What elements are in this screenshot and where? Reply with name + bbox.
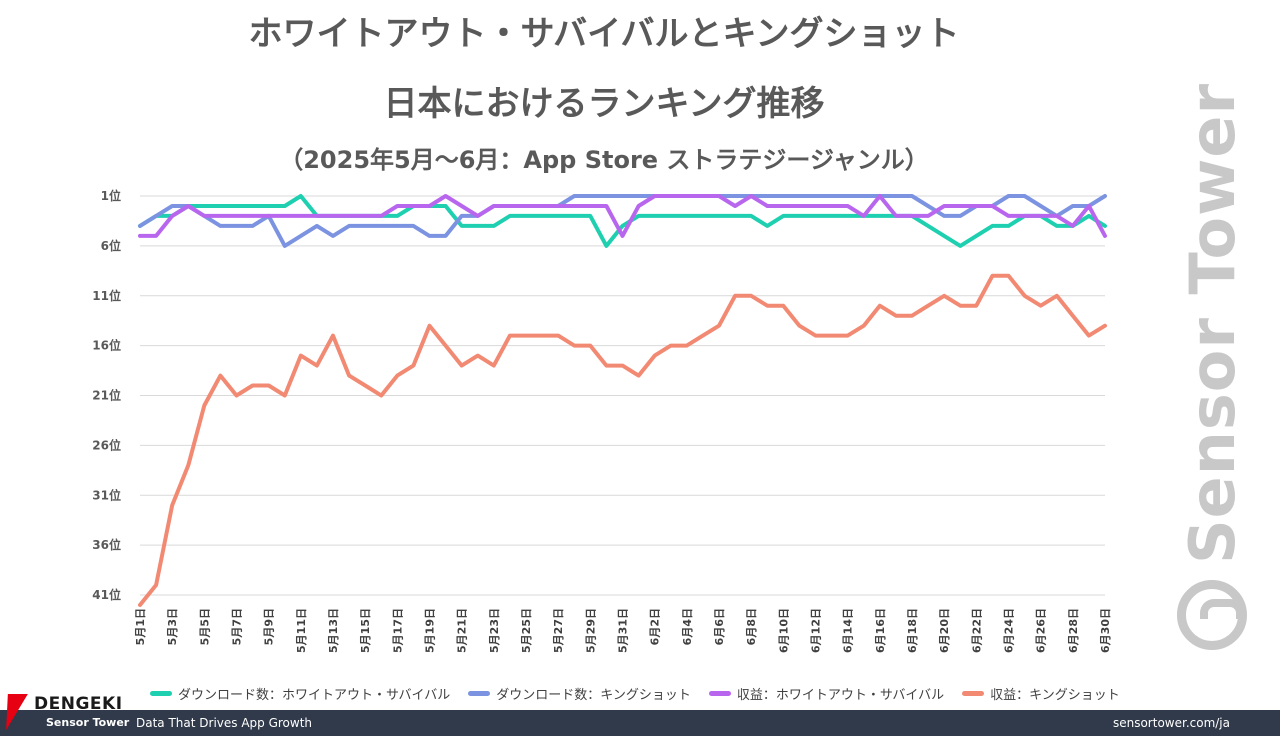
x-tick-label: 6月2日 xyxy=(649,608,662,645)
legend-label: ダウンロード数：キングショット xyxy=(496,688,691,703)
y-tick-label: 11位 xyxy=(92,288,121,303)
legend-swatch xyxy=(150,691,172,696)
x-tick-label: 5月27日 xyxy=(552,608,565,653)
series-line-1 xyxy=(138,194,1107,248)
x-tick-label: 6月30日 xyxy=(1099,608,1112,653)
x-tick-label: 5月15日 xyxy=(359,608,372,653)
x-axis-tick-labels: 5月1日 5月3日 5月5日 5月7日 5月9日 5月11日 5月13日 5月15日 5月17日… xyxy=(134,608,1112,653)
series-line-4 xyxy=(138,273,1107,607)
chart-title-line2: 日本におけるランキング推移 xyxy=(383,84,825,124)
chart-subtitle: （2025年5月〜6月：App Store ストラテジージャンル） xyxy=(279,146,929,174)
x-tick-label: 6月24日 xyxy=(1003,608,1016,653)
legend-item-4: 収益：キングショット xyxy=(962,684,1120,703)
legend-swatch xyxy=(468,691,491,696)
sensor-tower-logo-icon xyxy=(1177,580,1247,650)
y-tick-label: 26位 xyxy=(92,437,121,452)
x-tick-label: 6月22日 xyxy=(970,608,983,653)
y-tick-label: 6位 xyxy=(101,238,121,253)
y-tick-label: 41位 xyxy=(92,587,121,602)
chart-series-lines xyxy=(138,194,1107,607)
x-tick-label: 6月6日 xyxy=(713,608,726,645)
x-tick-label: 6月12日 xyxy=(810,608,823,653)
x-tick-label: 5月9日 xyxy=(263,608,276,645)
x-tick-label: 5月3日 xyxy=(166,608,179,645)
footer-bar: Sensor Tower Data That Drives App Growth… xyxy=(0,710,1280,736)
x-tick-label: 6月14日 xyxy=(842,608,855,653)
legend-item-2: ダウンロード数：キングショット xyxy=(468,684,691,703)
x-tick-label: 5月21日 xyxy=(456,608,469,653)
series-line-2 xyxy=(138,194,1107,248)
watermark-text: Sensor Tower xyxy=(1175,82,1249,564)
legend-item-3: 収益：ホワイトアウト・サバイバル xyxy=(708,684,945,703)
x-tick-label: 5月23日 xyxy=(488,608,501,653)
footer-brand: Sensor Tower xyxy=(46,716,130,729)
x-tick-label: 6月26日 xyxy=(1035,608,1048,653)
x-tick-label: 5月7日 xyxy=(231,608,244,645)
x-tick-label: 6月4日 xyxy=(681,608,694,645)
x-tick-label: 5月19日 xyxy=(424,608,437,653)
x-tick-label: 5月17日 xyxy=(391,608,404,653)
x-tick-label: 6月18日 xyxy=(906,608,919,653)
y-axis-tick-labels: 1位 6位 11位 16位 21位 26位 31位 36位 41位 xyxy=(92,188,121,602)
x-tick-label: 6月20日 xyxy=(938,608,951,653)
x-tick-label: 6月16日 xyxy=(874,608,887,653)
x-tick-label: 5月29日 xyxy=(584,608,597,653)
legend-label: ダウンロード数：ホワイトアウト・サバイバル xyxy=(178,688,451,703)
x-tick-label: 6月10日 xyxy=(777,608,790,653)
y-tick-label: 21位 xyxy=(92,388,121,403)
x-tick-label: 6月28日 xyxy=(1067,608,1080,653)
legend-label: 収益：キングショット xyxy=(990,688,1120,703)
y-tick-label: 1位 xyxy=(101,188,121,203)
series-line-3 xyxy=(138,194,1107,238)
legend-swatch xyxy=(708,691,731,696)
dengeki-logo: DENGEKI xyxy=(0,694,130,736)
y-tick-label: 36位 xyxy=(92,537,121,552)
legend-item-1: ダウンロード数：ホワイトアウト・サバイバル xyxy=(150,684,450,703)
legend-swatch xyxy=(962,691,985,696)
x-tick-label: 5月5日 xyxy=(198,608,211,645)
x-tick-label: 5月13日 xyxy=(327,608,340,653)
x-tick-label: 5月11日 xyxy=(295,608,308,653)
x-tick-label: 5月25日 xyxy=(520,608,533,653)
y-tick-label: 31位 xyxy=(92,487,121,502)
footer-tagline: Data That Drives App Growth xyxy=(136,716,313,730)
dengeki-logo-text: DENGEKI xyxy=(34,694,123,714)
lightning-bolt-icon xyxy=(0,694,28,730)
x-tick-label: 6月8日 xyxy=(745,608,758,645)
x-tick-label: 5月1日 xyxy=(134,608,147,645)
legend-label: 収益：ホワイトアウト・サバイバル xyxy=(736,688,945,703)
footer-site-link[interactable]: sensortower.com/ja xyxy=(1112,716,1230,730)
x-tick-label: 5月31日 xyxy=(617,608,630,653)
chart-gridlines xyxy=(140,195,1105,596)
chart-title-line1: ホワイトアウト・サバイバルとキングショット xyxy=(248,14,960,54)
chart-legend: ダウンロード数：ホワイトアウト・サバイバル ダウンロード数：キングショット 収益：ホ… xyxy=(150,684,1120,703)
y-tick-label: 16位 xyxy=(92,338,121,353)
